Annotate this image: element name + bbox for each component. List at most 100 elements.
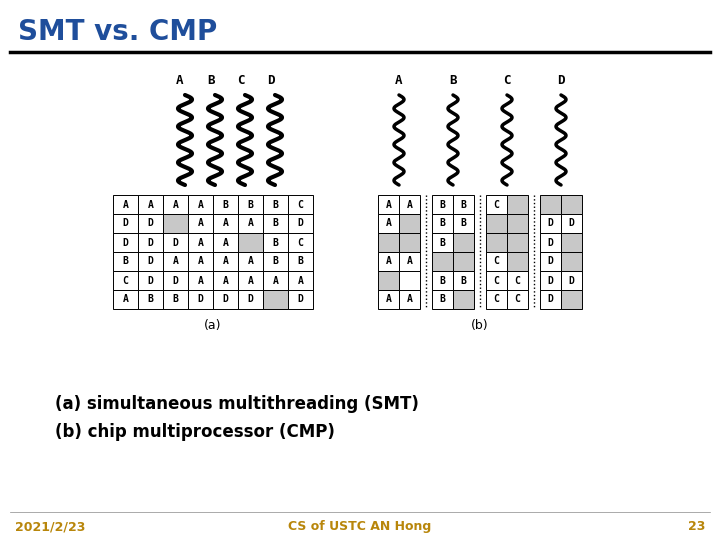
Text: A: A bbox=[176, 74, 184, 87]
Bar bbox=[213, 214, 238, 233]
Bar bbox=[188, 233, 213, 252]
Bar bbox=[378, 271, 399, 290]
Text: C: C bbox=[238, 74, 245, 87]
Text: D: D bbox=[297, 294, 303, 305]
Text: A: A bbox=[386, 256, 392, 267]
Text: A: A bbox=[222, 275, 228, 286]
Bar bbox=[113, 290, 138, 309]
Bar bbox=[238, 233, 263, 252]
Bar bbox=[561, 233, 582, 252]
Text: D: D bbox=[248, 294, 253, 305]
Text: A: A bbox=[407, 256, 413, 267]
Text: A: A bbox=[386, 219, 392, 228]
Text: A: A bbox=[248, 219, 253, 228]
Bar bbox=[486, 233, 507, 252]
Text: A: A bbox=[273, 275, 279, 286]
Bar bbox=[238, 214, 263, 233]
Text: A: A bbox=[222, 219, 228, 228]
Bar bbox=[378, 195, 399, 214]
Text: A: A bbox=[148, 199, 153, 210]
Bar bbox=[113, 233, 138, 252]
Text: B: B bbox=[440, 219, 446, 228]
Bar bbox=[163, 233, 188, 252]
Text: (a) simultaneous multithreading (SMT): (a) simultaneous multithreading (SMT) bbox=[55, 395, 419, 413]
Bar bbox=[507, 233, 528, 252]
Text: C: C bbox=[494, 199, 500, 210]
Bar bbox=[399, 271, 420, 290]
Text: D: D bbox=[173, 275, 179, 286]
Text: B: B bbox=[440, 199, 446, 210]
Text: B: B bbox=[222, 199, 228, 210]
Bar bbox=[561, 271, 582, 290]
Text: A: A bbox=[248, 275, 253, 286]
Bar bbox=[486, 271, 507, 290]
Bar bbox=[453, 195, 474, 214]
Text: D: D bbox=[569, 275, 575, 286]
Text: A: A bbox=[222, 256, 228, 267]
Bar bbox=[288, 252, 313, 271]
Bar bbox=[163, 252, 188, 271]
Bar bbox=[378, 252, 399, 271]
Bar bbox=[138, 271, 163, 290]
Bar bbox=[263, 214, 288, 233]
Bar bbox=[263, 195, 288, 214]
Bar bbox=[263, 233, 288, 252]
Bar bbox=[188, 271, 213, 290]
Text: B: B bbox=[273, 256, 279, 267]
Bar bbox=[432, 233, 453, 252]
Text: D: D bbox=[548, 256, 554, 267]
Text: D: D bbox=[548, 275, 554, 286]
Bar bbox=[188, 214, 213, 233]
Bar bbox=[138, 214, 163, 233]
Text: A: A bbox=[197, 275, 204, 286]
Bar bbox=[432, 271, 453, 290]
Text: D: D bbox=[148, 275, 153, 286]
Bar bbox=[288, 214, 313, 233]
Bar bbox=[238, 290, 263, 309]
Bar bbox=[540, 214, 561, 233]
Text: D: D bbox=[569, 219, 575, 228]
Text: (b) chip multiprocessor (CMP): (b) chip multiprocessor (CMP) bbox=[55, 423, 335, 441]
Text: B: B bbox=[273, 199, 279, 210]
Text: D: D bbox=[222, 294, 228, 305]
Text: B: B bbox=[461, 275, 467, 286]
Bar bbox=[432, 290, 453, 309]
Bar bbox=[213, 195, 238, 214]
Text: A: A bbox=[122, 294, 128, 305]
Text: C: C bbox=[297, 238, 303, 247]
Text: D: D bbox=[122, 238, 128, 247]
Bar bbox=[213, 233, 238, 252]
Bar bbox=[163, 290, 188, 309]
Bar bbox=[378, 290, 399, 309]
Text: B: B bbox=[449, 74, 456, 87]
Bar bbox=[399, 214, 420, 233]
Text: B: B bbox=[173, 294, 179, 305]
Bar bbox=[540, 233, 561, 252]
Bar bbox=[163, 195, 188, 214]
Text: C: C bbox=[503, 74, 510, 87]
Text: A: A bbox=[386, 199, 392, 210]
Text: B: B bbox=[461, 219, 467, 228]
Bar bbox=[486, 195, 507, 214]
Text: B: B bbox=[273, 219, 279, 228]
Bar bbox=[540, 290, 561, 309]
Bar bbox=[188, 252, 213, 271]
Text: D: D bbox=[148, 238, 153, 247]
Bar bbox=[561, 252, 582, 271]
Bar bbox=[486, 290, 507, 309]
Bar bbox=[138, 252, 163, 271]
Text: A: A bbox=[173, 256, 179, 267]
Text: A: A bbox=[386, 294, 392, 305]
Text: B: B bbox=[440, 294, 446, 305]
Text: A: A bbox=[197, 219, 204, 228]
Bar bbox=[486, 214, 507, 233]
Text: C: C bbox=[494, 256, 500, 267]
Bar bbox=[378, 214, 399, 233]
Bar bbox=[263, 252, 288, 271]
Bar bbox=[188, 290, 213, 309]
Bar bbox=[432, 214, 453, 233]
Text: D: D bbox=[267, 74, 275, 87]
Text: A: A bbox=[197, 256, 204, 267]
Text: D: D bbox=[148, 219, 153, 228]
Bar bbox=[288, 290, 313, 309]
